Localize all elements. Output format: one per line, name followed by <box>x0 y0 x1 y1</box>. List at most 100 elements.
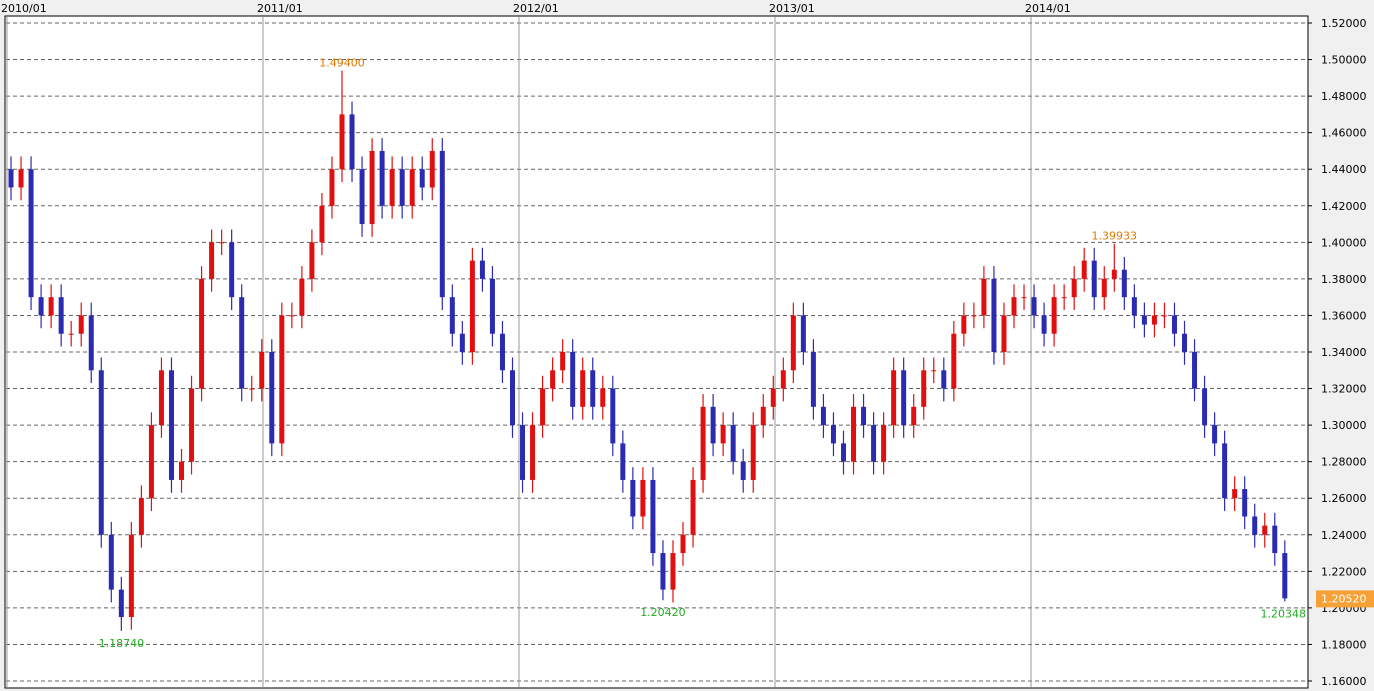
candle-body <box>740 461 746 480</box>
candle-body <box>820 406 826 426</box>
candle-body <box>1091 260 1097 298</box>
last-price-box <box>1316 590 1374 608</box>
candle-body <box>229 242 235 298</box>
candle-body <box>299 278 305 316</box>
candle-body <box>1131 297 1137 316</box>
candle-body <box>600 388 606 407</box>
candle-body <box>168 370 174 480</box>
candle-body <box>219 242 225 244</box>
candle-body <box>1192 352 1198 389</box>
candle-body <box>158 370 164 426</box>
y-tick-label: 1.40000 <box>1321 236 1367 249</box>
candle-body <box>289 315 295 317</box>
candle-body <box>1202 388 1208 426</box>
y-tick-label: 1.34000 <box>1321 346 1367 359</box>
candle-body <box>1071 278 1077 298</box>
candle-body <box>680 534 686 554</box>
candle-body <box>279 315 285 444</box>
candle-body <box>1061 297 1067 299</box>
low-annotation: 1.18740 <box>99 637 145 650</box>
candle-body <box>189 388 195 462</box>
candle-body <box>941 370 947 389</box>
candle-body <box>760 406 766 426</box>
candle-body <box>1252 516 1258 535</box>
y-tick-label: 1.46000 <box>1321 127 1367 140</box>
candle-body <box>239 297 245 389</box>
candle-body <box>1282 553 1288 599</box>
candle-body <box>1001 315 1007 352</box>
candle-body <box>570 352 576 407</box>
candle-body <box>1242 489 1248 517</box>
candle-body <box>540 388 546 426</box>
candle-body <box>369 150 375 225</box>
high-annotation: 1.49400 <box>319 57 365 70</box>
y-tick-label: 1.22000 <box>1321 565 1367 578</box>
candle-body <box>98 370 104 535</box>
candle-body <box>179 461 185 480</box>
candle-body <box>349 114 355 170</box>
y-tick-label: 1.18000 <box>1321 638 1367 651</box>
candle-body <box>931 370 937 372</box>
candle-body <box>750 425 756 480</box>
candle-body <box>1262 525 1268 535</box>
candle-body <box>439 150 445 298</box>
y-tick-label: 1.32000 <box>1321 383 1367 396</box>
candle-body <box>710 406 716 444</box>
candle-body <box>851 406 857 462</box>
candle-body <box>118 589 124 618</box>
candle-body <box>1081 260 1087 279</box>
candle-body <box>620 443 626 480</box>
candle-body <box>469 260 475 352</box>
candle-body <box>770 388 776 407</box>
high-annotation: 1.39933 <box>1092 230 1138 243</box>
y-tick-label: 1.26000 <box>1321 492 1367 505</box>
candle-body <box>1232 489 1238 499</box>
candle-body <box>409 169 415 206</box>
candle-body <box>630 479 636 517</box>
candle-body <box>1272 525 1278 554</box>
candle-body <box>209 242 215 279</box>
x-tick-label: 2012/01 <box>513 2 559 15</box>
y-tick-label: 1.38000 <box>1321 273 1367 286</box>
candle-body <box>1151 315 1157 325</box>
candle-body <box>1141 315 1147 325</box>
candle-body <box>700 406 706 480</box>
candle-body <box>359 169 365 225</box>
candle-body <box>911 406 917 426</box>
candle-body <box>309 242 315 279</box>
y-tick-label: 1.36000 <box>1321 309 1367 322</box>
candle-body <box>78 315 84 334</box>
candle-body <box>861 406 867 426</box>
candle-body <box>840 443 846 462</box>
candle-body <box>971 315 977 317</box>
candle-body <box>690 479 696 535</box>
candle-body <box>199 278 205 389</box>
candle-body <box>339 114 345 170</box>
candle-body <box>981 278 987 316</box>
last-price-marker: 1.20520 <box>1316 590 1374 608</box>
candle-body <box>921 370 927 407</box>
candle-body <box>399 169 405 206</box>
candle-body <box>479 260 485 279</box>
candle-body <box>88 315 94 371</box>
y-tick-label: 1.24000 <box>1321 529 1367 542</box>
candle-body <box>449 297 455 334</box>
candle-body <box>830 425 836 444</box>
candle-body <box>560 352 566 371</box>
x-tick-label: 2010/01 <box>1 2 47 15</box>
candle-body <box>38 297 44 316</box>
candle-body <box>520 425 526 480</box>
candle-body <box>610 388 616 444</box>
candle-body <box>58 297 64 334</box>
candle-body <box>720 425 726 444</box>
candle-body <box>991 278 997 352</box>
candle-body <box>580 370 586 407</box>
candle-body <box>1021 297 1027 299</box>
x-tick-label: 2013/01 <box>769 2 815 15</box>
candle-body <box>319 205 325 243</box>
candle-body <box>259 352 265 389</box>
candle-body <box>1222 443 1228 499</box>
candle-body <box>48 297 54 316</box>
candle-body <box>18 169 24 188</box>
